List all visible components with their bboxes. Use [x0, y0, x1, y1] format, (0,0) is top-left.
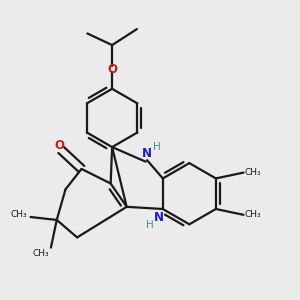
Text: CH₃: CH₃	[245, 210, 262, 219]
Text: H: H	[146, 220, 154, 230]
Text: N: N	[142, 147, 152, 160]
Text: N: N	[154, 211, 164, 224]
Text: O: O	[55, 139, 65, 152]
Text: CH₃: CH₃	[11, 210, 27, 219]
Text: H: H	[153, 142, 161, 152]
Text: O: O	[107, 63, 117, 76]
Text: CH₃: CH₃	[33, 249, 50, 258]
Text: CH₃: CH₃	[245, 168, 262, 177]
